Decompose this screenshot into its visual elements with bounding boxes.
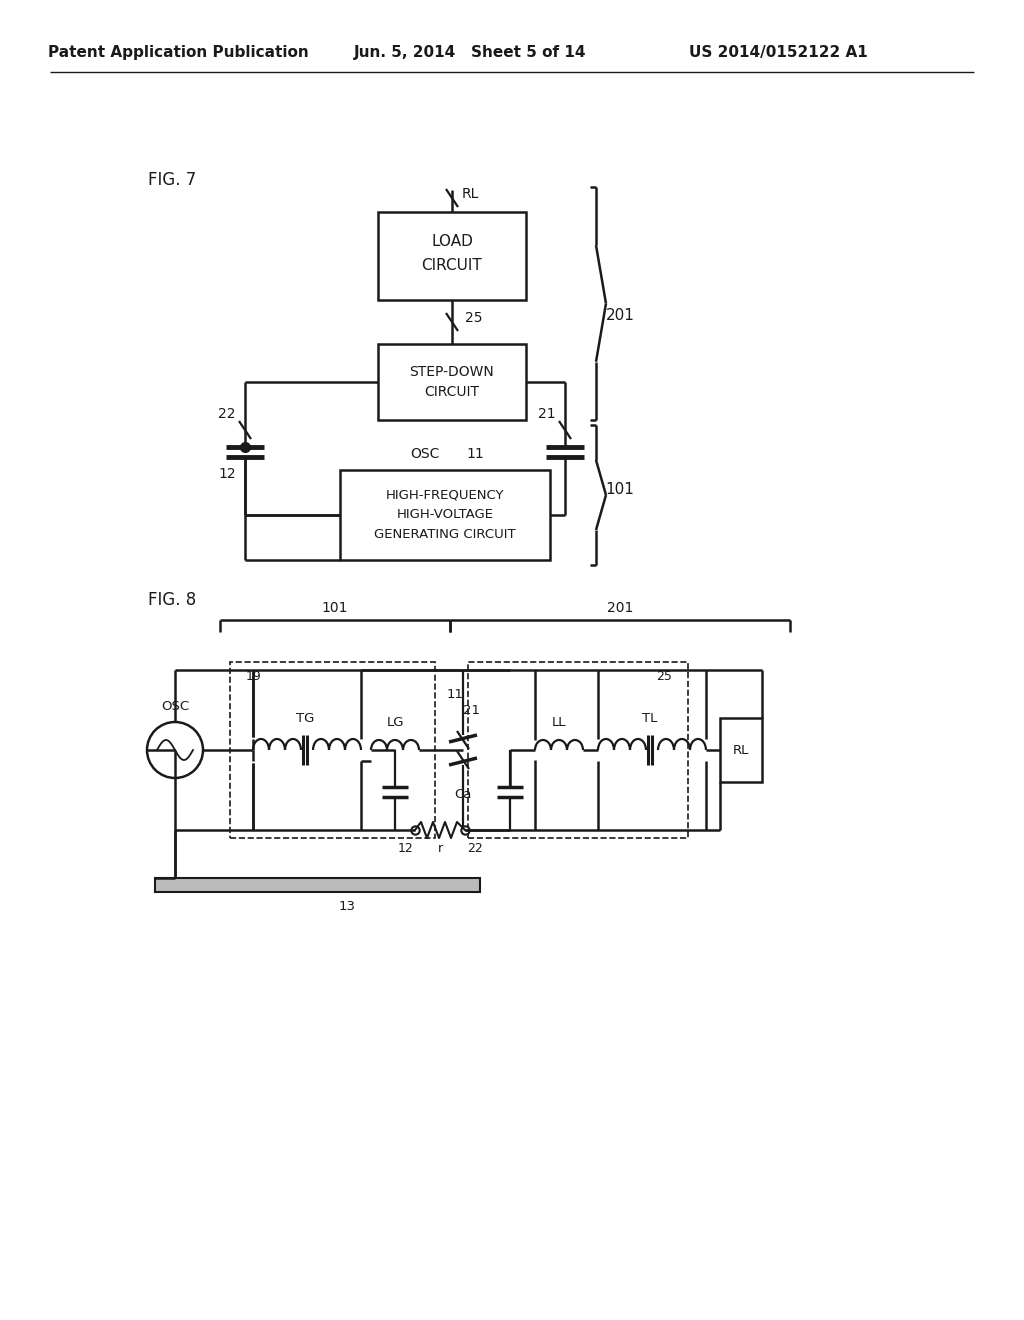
Bar	[155, 878, 480, 892]
Text: Patent Application Publication: Patent Application Publication	[48, 45, 308, 59]
Text: Jun. 5, 2014   Sheet 5 of 14: Jun. 5, 2014 Sheet 5 of 14	[353, 45, 587, 59]
Text: FIG. 7: FIG. 7	[148, 172, 197, 189]
Text: 25: 25	[656, 669, 672, 682]
Text: STEP-DOWN: STEP-DOWN	[410, 366, 495, 379]
Text: FIG. 8: FIG. 8	[148, 591, 197, 609]
Text: LOAD: LOAD	[431, 235, 473, 249]
Bar	[340, 470, 550, 560]
Text: TG: TG	[296, 713, 314, 726]
Text: Ca: Ca	[455, 788, 472, 801]
Text: OSC: OSC	[411, 447, 439, 461]
Text: 22: 22	[218, 407, 236, 421]
Text: 101: 101	[605, 483, 635, 498]
Text: RL: RL	[462, 187, 478, 201]
Text: 101: 101	[322, 601, 348, 615]
Text: 13: 13	[339, 899, 356, 912]
Bar	[720, 718, 762, 781]
Text: CIRCUIT: CIRCUIT	[422, 259, 482, 273]
Text: TL: TL	[642, 713, 657, 726]
Text: CIRCUIT: CIRCUIT	[425, 385, 479, 399]
Bar	[378, 345, 526, 420]
Text: HIGH-VOLTAGE: HIGH-VOLTAGE	[396, 508, 494, 521]
Text: r: r	[437, 842, 442, 854]
Text: 21: 21	[539, 407, 556, 421]
Text: US 2014/0152122 A1: US 2014/0152122 A1	[688, 45, 867, 59]
Text: 21: 21	[463, 704, 479, 717]
Text: 11: 11	[446, 689, 464, 701]
Text: 12: 12	[397, 842, 413, 854]
Text: 25: 25	[465, 312, 482, 325]
Text: GENERATING CIRCUIT: GENERATING CIRCUIT	[374, 528, 516, 541]
Text: 11: 11	[466, 447, 484, 461]
Text: RL: RL	[733, 743, 750, 756]
Bar	[468, 663, 688, 838]
Text: OSC: OSC	[161, 700, 189, 713]
Text: 12: 12	[218, 467, 236, 480]
Text: HIGH-FREQUENCY: HIGH-FREQUENCY	[386, 488, 504, 502]
Text: 22: 22	[467, 842, 482, 854]
Text: 201: 201	[605, 309, 635, 323]
Bar	[230, 663, 435, 838]
Text: 19: 19	[246, 669, 262, 682]
Text: LL: LL	[552, 715, 566, 729]
Text: 201: 201	[607, 601, 633, 615]
Bar	[378, 213, 526, 300]
Text: LG: LG	[386, 715, 403, 729]
